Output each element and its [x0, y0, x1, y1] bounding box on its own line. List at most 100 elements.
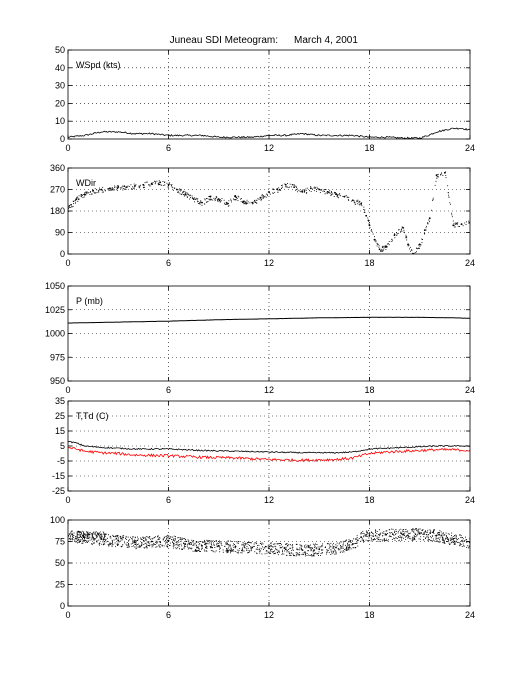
data-point [443, 171, 446, 174]
data-point [201, 204, 203, 206]
data-point [346, 550, 348, 551]
data-point [74, 200, 76, 202]
data-point [157, 536, 159, 537]
data-point [404, 532, 406, 534]
data-point [437, 534, 439, 536]
data-point [150, 182, 153, 185]
data-point [117, 535, 119, 537]
data-point [379, 539, 381, 540]
data-point [105, 538, 107, 540]
data-point [98, 543, 100, 545]
data-point [439, 534, 441, 536]
data-point [427, 531, 428, 533]
data-point [183, 195, 185, 197]
data-point [347, 547, 349, 548]
data-point [367, 217, 369, 219]
data-point [455, 538, 457, 539]
data-point [148, 537, 150, 538]
data-point [128, 546, 130, 548]
data-point [361, 537, 363, 539]
data-point [377, 539, 379, 540]
data-point [313, 555, 315, 556]
data-point [125, 186, 128, 189]
data-point [195, 541, 197, 542]
data-point [436, 540, 438, 542]
data-point [311, 555, 313, 557]
data-point [468, 547, 470, 549]
data-point [104, 534, 106, 536]
data-point [336, 194, 338, 196]
data-point [72, 536, 73, 538]
data-point [153, 544, 154, 546]
data-point [170, 536, 172, 538]
data-point [450, 539, 452, 541]
data-point [124, 542, 125, 544]
data-point [321, 189, 323, 191]
data-point [363, 539, 365, 541]
data-point [397, 530, 399, 532]
data-point [291, 548, 293, 550]
data-point [188, 194, 190, 196]
data-point [220, 200, 222, 202]
data-point [378, 245, 380, 247]
data-point [418, 532, 421, 535]
data-point [148, 537, 150, 539]
data-point [177, 189, 179, 191]
x-tick-label: 0 [65, 258, 70, 268]
data-point [227, 549, 229, 551]
data-point [121, 538, 123, 540]
data-point [134, 543, 136, 545]
data-point [414, 529, 416, 531]
data-point [305, 188, 307, 190]
data-point [193, 544, 195, 546]
data-point [364, 534, 366, 536]
data-point [231, 201, 232, 203]
data-point [458, 538, 460, 540]
data-point [217, 199, 218, 201]
data-point [368, 224, 371, 227]
data-point [219, 547, 221, 549]
data-point [375, 532, 376, 533]
data-point [367, 220, 369, 222]
data-point [191, 196, 193, 198]
data-point [448, 540, 450, 542]
data-point [299, 190, 301, 192]
data-point [226, 202, 229, 205]
data-point [175, 544, 177, 546]
data-point [326, 190, 329, 193]
data-point [300, 547, 302, 549]
data-point [269, 551, 271, 553]
data-point [188, 543, 190, 544]
data-point [326, 550, 328, 552]
data-point [321, 549, 323, 551]
data-point [443, 539, 445, 541]
data-point [286, 543, 288, 545]
data-point [122, 537, 123, 539]
data-point [68, 206, 70, 208]
data-point [157, 182, 159, 184]
data-point [416, 530, 418, 532]
data-point [253, 546, 255, 547]
data-point [327, 543, 329, 545]
data-point [286, 554, 287, 556]
data-point [244, 547, 246, 549]
data-point [389, 529, 391, 531]
data-point [85, 539, 86, 541]
data-point [178, 537, 180, 538]
data-point [204, 203, 206, 205]
y-tick-label: 360 [50, 163, 65, 173]
data-point [86, 532, 88, 534]
data-point [399, 529, 400, 531]
data-point [72, 539, 74, 541]
data-point [217, 201, 219, 202]
data-point [71, 538, 73, 539]
data-point [78, 542, 80, 543]
data-point [438, 533, 440, 535]
data-point [335, 544, 337, 546]
data-point [221, 545, 223, 546]
data-point [199, 202, 200, 204]
data-point [350, 540, 351, 542]
data-point [178, 545, 180, 547]
data-point [452, 538, 455, 540]
